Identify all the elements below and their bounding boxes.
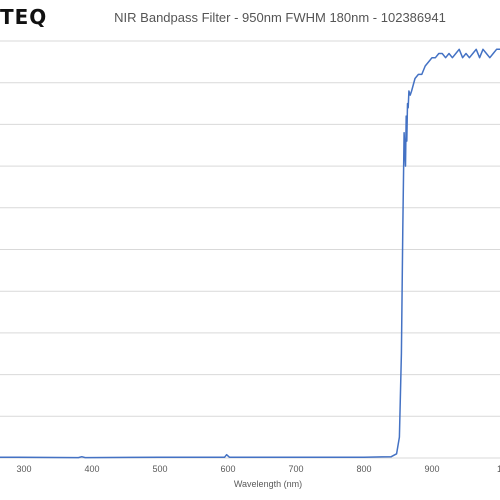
gridlines (0, 40, 500, 417)
x-axis-title: Wavelength (nm) (234, 479, 302, 489)
chart-title: NIR Bandpass Filter - 950nm FWHM 180nm -… (114, 10, 446, 25)
x-tick-label-500: 500 (152, 464, 167, 474)
x-tick-label-800: 800 (356, 464, 371, 474)
company-logo: TEQ (0, 5, 48, 29)
x-tick-label-400: 400 (84, 464, 99, 474)
x-tick-labels: 300 400 500 600 700 800 900 1 (16, 464, 500, 474)
transmission-line (0, 48, 500, 459)
x-tick-label-700: 700 (288, 464, 303, 474)
x-tick-label-900: 900 (424, 464, 439, 474)
x-tick-label-300: 300 (16, 464, 31, 474)
x-tick-label-edge: 1 (497, 464, 500, 474)
x-tick-label-600: 600 (220, 464, 235, 474)
